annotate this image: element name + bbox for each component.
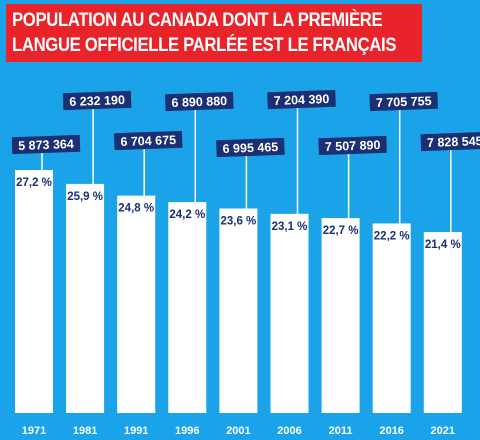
bar-group: 25,9 % 6 232 190 1981 bbox=[62, 90, 132, 437]
bar-group: 22,2 % 7 705 755 2016 bbox=[369, 91, 438, 437]
population-label-box bbox=[369, 91, 438, 112]
population-label-box bbox=[216, 137, 285, 158]
bar bbox=[219, 208, 258, 413]
population-label: 7 507 890 bbox=[318, 135, 387, 156]
bar-group: 27,2 % 5 873 364 1971 bbox=[11, 134, 81, 437]
population-label: 5 873 364 bbox=[11, 134, 81, 155]
bar bbox=[66, 183, 105, 413]
title-line-1: POPULATION AU CANADA DONT LA PREMIÈRE bbox=[12, 10, 383, 31]
bar-value-label: 24,2 % bbox=[169, 209, 205, 221]
population-label-text: 6 704 675 bbox=[120, 133, 176, 149]
population-label-text: 5 873 364 bbox=[18, 137, 74, 153]
population-label-box bbox=[165, 91, 234, 112]
x-tick-label: 2016 bbox=[379, 425, 403, 437]
bar-value-label: 24,8 % bbox=[118, 203, 154, 215]
x-tick-label: 2021 bbox=[431, 425, 455, 437]
bar-group: 23,1 % 7 204 390 2006 bbox=[267, 89, 336, 437]
title-line-2: LANGUE OFFICIELLE PARLÉE EST LE FRANÇAIS bbox=[12, 35, 397, 56]
bar-group: 24,8 % 6 704 675 1991 bbox=[113, 130, 183, 437]
bar-group: 22,7 % 7 507 890 2011 bbox=[318, 135, 387, 437]
bar-group: 23,6 % 6 995 465 2001 bbox=[216, 137, 285, 437]
population-label-text: 7 507 890 bbox=[325, 138, 381, 154]
population-label: 7 828 545 bbox=[420, 131, 480, 152]
population-label: 6 995 465 bbox=[216, 137, 285, 158]
bar bbox=[168, 202, 207, 413]
bar bbox=[270, 213, 309, 413]
bar-value-label: 21,4 % bbox=[425, 239, 461, 251]
bar bbox=[117, 195, 156, 413]
population-label-text: 7 828 545 bbox=[427, 134, 480, 150]
population-label: 7 705 755 bbox=[369, 91, 438, 112]
population-label-text: 6 232 190 bbox=[69, 93, 125, 109]
population-label-box bbox=[267, 89, 336, 110]
population-label-text: 7 204 390 bbox=[273, 92, 329, 108]
bar bbox=[321, 218, 360, 413]
bar-value-label: 27,2 % bbox=[16, 177, 52, 189]
chart-title: POPULATION AU CANADA DONT LA PREMIÈRE LA… bbox=[6, 4, 422, 62]
bar-value-label: 23,1 % bbox=[272, 221, 308, 233]
population-label: 6 232 190 bbox=[62, 90, 132, 111]
population-label: 6 890 880 bbox=[165, 91, 234, 112]
bar-value-label: 22,2 % bbox=[374, 230, 410, 242]
population-label-box bbox=[318, 135, 387, 156]
population-label-box bbox=[62, 90, 132, 111]
bar bbox=[15, 170, 53, 413]
x-tick-label: 2001 bbox=[226, 425, 250, 437]
population-label: 7 204 390 bbox=[267, 89, 336, 110]
x-tick-label: 1991 bbox=[124, 425, 148, 437]
population-label-text: 6 890 880 bbox=[171, 94, 227, 110]
bar bbox=[423, 232, 462, 413]
x-tick-label: 1981 bbox=[73, 425, 97, 437]
x-tick-label: 1971 bbox=[22, 425, 46, 437]
population-label-text: 7 705 755 bbox=[376, 94, 432, 110]
population-label-box bbox=[420, 131, 480, 152]
population-label-text: 6 995 465 bbox=[222, 140, 278, 156]
bar-group: 21,4 % 7 828 545 2021 bbox=[420, 131, 480, 437]
population-label-box bbox=[113, 130, 183, 151]
bar-value-label: 25,9 % bbox=[67, 191, 103, 203]
bar-value-label: 23,6 % bbox=[220, 215, 256, 227]
bar-value-label: 22,7 % bbox=[323, 225, 359, 237]
x-tick-label: 2011 bbox=[329, 425, 353, 437]
x-tick-label: 1996 bbox=[175, 425, 199, 437]
population-label-box bbox=[11, 134, 81, 155]
x-tick-label: 2006 bbox=[277, 425, 301, 437]
bar bbox=[372, 223, 411, 413]
bar-group: 24,2 % 6 890 880 1996 bbox=[165, 91, 234, 437]
population-label: 6 704 675 bbox=[113, 130, 183, 151]
